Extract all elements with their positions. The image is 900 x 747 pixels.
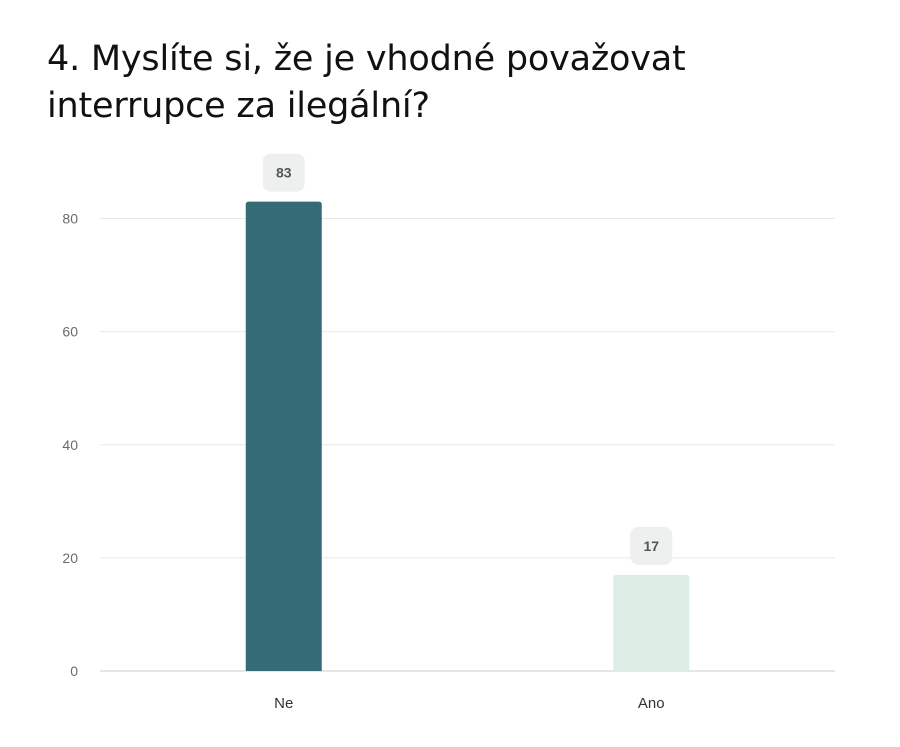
data-label: 83 [276,165,292,181]
x-axis-ticks: Ne Ano [274,695,664,712]
grid-lines [100,218,835,672]
chart-title: 4. Myslíte si, že je vhodné považovat in… [47,39,686,126]
y-tick-label: 40 [62,437,78,453]
y-tick-label: 80 [62,211,78,227]
data-label: 17 [643,538,659,554]
x-tick-label: Ne [274,695,293,712]
data-label-bubble [630,526,673,565]
data-label-bubble [262,153,305,192]
y-tick-label: 60 [62,324,78,340]
x-tick-label: Ano [638,695,665,712]
bar-ne [245,201,322,672]
y-tick-label: 0 [70,663,78,679]
y-tick-label: 20 [62,550,78,566]
bar-ano [613,574,690,671]
bars [245,201,690,672]
data-labels: 83 17 [262,153,673,565]
y-axis-ticks: 0 20 40 60 80 [62,211,78,679]
